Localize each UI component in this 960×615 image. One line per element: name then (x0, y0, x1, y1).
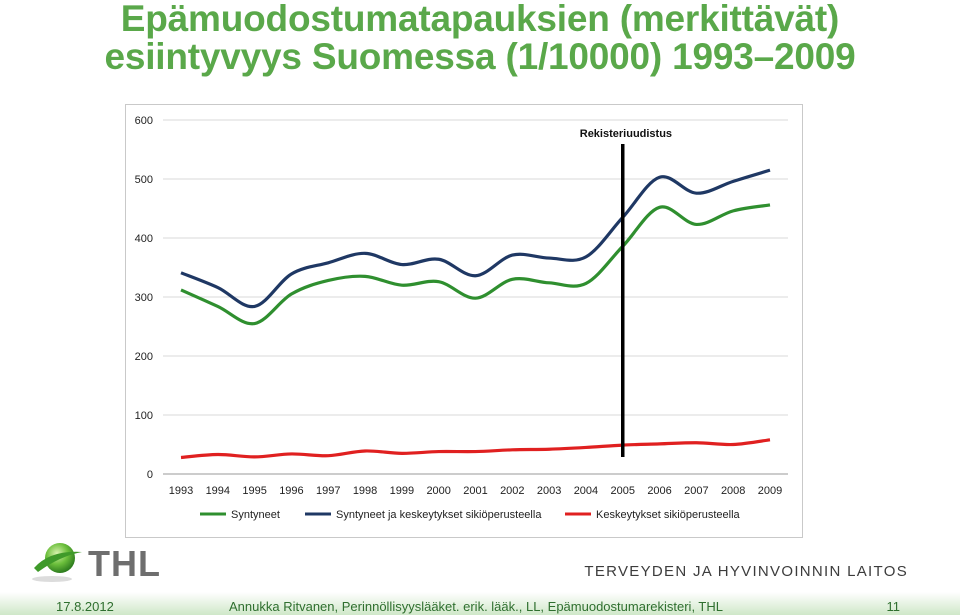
organization-name: TERVEYDEN JA HYVINVOINNIN LAITOS (584, 563, 908, 580)
x-tick-label: 1995 (242, 485, 266, 497)
y-tick-label: 200 (135, 351, 153, 363)
x-tick-label: 1999 (390, 485, 414, 497)
footer-date: 17.8.2012 (56, 599, 114, 614)
title-line-2: esiintyvyys Suomessa (1/10000) 1993–2009 (104, 36, 856, 77)
x-tick-label: 2006 (647, 485, 671, 497)
thl-logo-icon (32, 543, 82, 582)
x-tick-label: 2005 (611, 485, 635, 497)
y-tick-label: 0 (147, 469, 153, 481)
x-tick-label: 1994 (206, 485, 230, 497)
y-tick-label: 500 (135, 174, 153, 186)
x-tick-label: 1998 (353, 485, 377, 497)
x-tick-label: 2009 (758, 485, 782, 497)
y-tick-label: 100 (135, 410, 153, 422)
y-tick-label: 600 (135, 115, 153, 127)
x-tick-label: 2002 (500, 485, 524, 497)
footer-bar: 17.8.2012 Annukka Ritvanen, Perinnöllisy… (0, 592, 960, 615)
title-line-1: Epämuodostumatapauksien (merkittävät) (120, 0, 840, 39)
legend-label: Keskeytykset sikiöperusteella (596, 509, 741, 521)
x-tick-label: 2000 (426, 485, 450, 497)
x-tick-label: 2007 (684, 485, 708, 497)
x-tick-label: 1993 (169, 485, 193, 497)
legend-label: Syntyneet (231, 509, 280, 521)
x-tick-label: 2003 (537, 485, 561, 497)
y-tick-label: 300 (135, 292, 153, 304)
series-line-0 (180, 203, 771, 326)
slide-title: Epämuodostumatapauksien (merkittävät) es… (0, 0, 960, 76)
legend-label: Syntyneet ja keskeytykset sikiöperusteel… (336, 509, 542, 521)
y-tick-label: 400 (135, 233, 153, 245)
page-number: 11 (886, 599, 901, 614)
x-tick-label: 2001 (463, 485, 487, 497)
x-tick-label: 1997 (316, 485, 340, 497)
footer-author: Annukka Ritvanen, Perinnöllisyyslääket. … (229, 599, 723, 614)
x-tick-label: 1996 (279, 485, 303, 497)
chart-frame (125, 104, 803, 538)
series-line-2 (180, 438, 771, 460)
line-chart: 0 100 200 300 400 500 600 1993 1994 1995 1996 1997 1… (135, 115, 788, 521)
x-tick-label: 2004 (574, 485, 598, 497)
x-tick-label: 2008 (721, 485, 745, 497)
logo-text: THL (88, 543, 161, 584)
series-line-1 (180, 168, 771, 309)
annotation-label: Rekisteriuudistus (580, 128, 672, 140)
